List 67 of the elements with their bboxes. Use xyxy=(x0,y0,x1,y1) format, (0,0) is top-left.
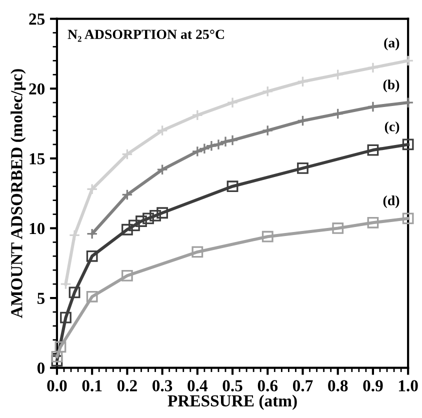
x-tick-label: 0.5 xyxy=(222,380,242,392)
x-tick-label: 0.9 xyxy=(363,380,383,392)
point xyxy=(297,76,308,88)
point xyxy=(192,246,204,258)
point xyxy=(150,210,161,222)
point xyxy=(402,96,414,108)
series-label: (b) xyxy=(383,80,400,92)
point xyxy=(54,341,66,353)
point xyxy=(156,124,168,136)
point xyxy=(367,144,379,156)
y-tick-label: 10 xyxy=(30,222,45,234)
point xyxy=(332,108,344,120)
point xyxy=(192,109,204,121)
series-label: (a) xyxy=(384,38,400,50)
point xyxy=(156,164,168,176)
x-tick-label: 0.2 xyxy=(117,380,137,392)
point xyxy=(367,216,379,228)
point xyxy=(262,124,274,136)
point xyxy=(156,207,168,219)
point xyxy=(51,350,63,362)
point xyxy=(68,230,80,241)
point xyxy=(262,86,274,98)
point xyxy=(297,162,308,174)
point xyxy=(136,216,147,227)
point xyxy=(60,312,72,324)
x-tick-label: 0.4 xyxy=(188,380,208,392)
point xyxy=(68,286,80,298)
series-label: (d) xyxy=(383,195,400,208)
point xyxy=(332,68,344,80)
point xyxy=(367,101,379,112)
point xyxy=(402,138,414,150)
point xyxy=(128,220,140,232)
y-tick-label: 0 xyxy=(37,362,45,374)
y-axis-title: AMOUNT ADSORBED (molec/μc) xyxy=(10,69,26,318)
x-tick-label: 0.6 xyxy=(258,380,278,392)
x-tick-label: 0.7 xyxy=(292,380,313,392)
text: N₂ ADSORPTION at 25°C xyxy=(68,30,224,42)
y-tick-label: 20 xyxy=(29,83,45,95)
y-tick-label: 25 xyxy=(29,14,45,25)
point xyxy=(121,148,133,160)
x-tick-label: 0.0 xyxy=(47,380,67,392)
point xyxy=(297,115,308,126)
point xyxy=(121,224,133,236)
x-axis-title: PRESSURE (atm) xyxy=(168,394,297,410)
point xyxy=(142,212,154,224)
y-tick-label: 15 xyxy=(30,153,45,164)
point xyxy=(121,189,133,200)
x-tick-label: 1.0 xyxy=(398,380,418,392)
point xyxy=(121,270,133,282)
y-tick-label: 5 xyxy=(38,292,45,304)
point xyxy=(367,62,379,74)
point xyxy=(226,134,238,146)
point xyxy=(86,228,98,240)
point xyxy=(262,230,274,242)
x-tick-label: 0.1 xyxy=(82,380,102,392)
point xyxy=(226,180,238,192)
point xyxy=(86,183,98,195)
point xyxy=(332,222,344,234)
point xyxy=(226,96,238,108)
point xyxy=(402,212,414,224)
point xyxy=(86,290,98,302)
point xyxy=(86,250,98,262)
x-tick-label: 0.8 xyxy=(328,380,348,392)
x-tick-label: 0.3 xyxy=(152,380,172,392)
point xyxy=(402,55,414,66)
point xyxy=(60,278,72,290)
series-label: (c) xyxy=(384,121,400,134)
